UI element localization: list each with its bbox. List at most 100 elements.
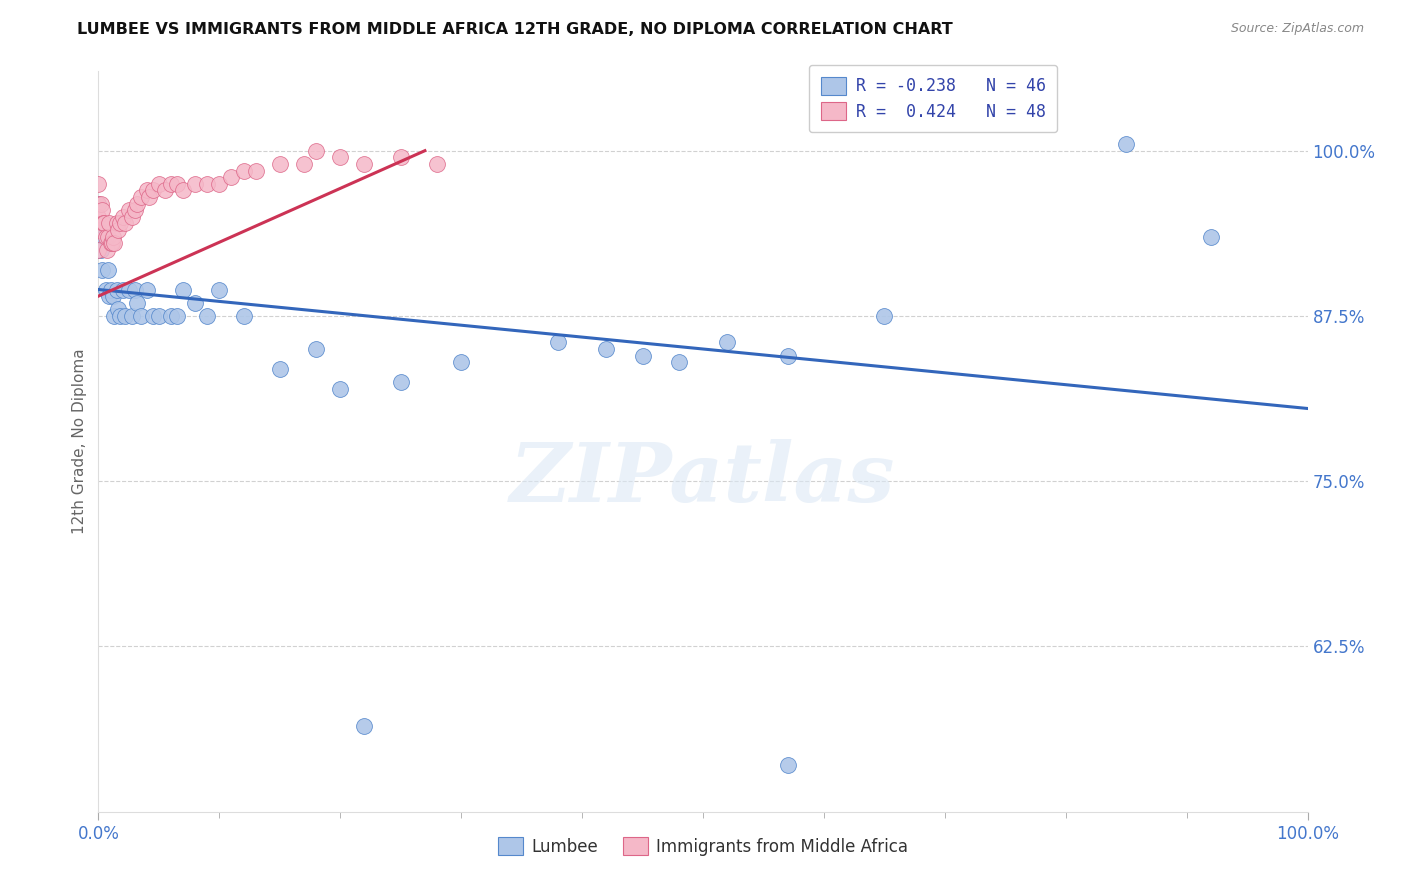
- Point: [631, 349, 654, 363]
- Point: [595, 342, 617, 356]
- Point: [184, 177, 207, 191]
- Point: [129, 309, 152, 323]
- Point: [195, 309, 218, 323]
- Point: [232, 309, 254, 323]
- Point: [221, 170, 243, 185]
- Point: [148, 177, 170, 191]
- Point: [107, 302, 129, 317]
- Point: [716, 335, 738, 350]
- Point: [329, 150, 352, 164]
- Point: [172, 183, 194, 197]
- Point: [135, 183, 157, 197]
- Point: [172, 283, 194, 297]
- Point: [208, 283, 231, 297]
- Point: [547, 335, 569, 350]
- Point: [93, 229, 115, 244]
- Point: [142, 309, 165, 323]
- Point: [1115, 137, 1137, 152]
- Point: [87, 223, 110, 237]
- Point: [353, 157, 375, 171]
- Point: [87, 196, 110, 211]
- Point: [87, 243, 110, 257]
- Point: [124, 203, 146, 218]
- Point: [269, 361, 291, 376]
- Point: [91, 216, 114, 230]
- Point: [87, 223, 110, 237]
- Point: [127, 295, 149, 310]
- Point: [135, 283, 157, 297]
- Point: [138, 190, 160, 204]
- Point: [87, 210, 110, 224]
- Point: [105, 283, 128, 297]
- Point: [389, 375, 412, 389]
- Point: [98, 289, 121, 303]
- Point: [100, 236, 122, 251]
- Point: [776, 349, 799, 363]
- Point: [148, 309, 170, 323]
- Point: [329, 382, 352, 396]
- Point: [776, 758, 799, 772]
- Point: [166, 177, 188, 191]
- Point: [166, 309, 188, 323]
- Point: [269, 157, 291, 171]
- Point: [103, 236, 125, 251]
- Point: [100, 283, 122, 297]
- Point: [124, 283, 146, 297]
- Point: [108, 216, 131, 230]
- Point: [292, 157, 315, 171]
- Point: [94, 283, 117, 297]
- Point: [100, 236, 122, 251]
- Point: [184, 295, 207, 310]
- Point: [353, 719, 375, 733]
- Point: [668, 355, 690, 369]
- Point: [91, 262, 114, 277]
- Point: [111, 283, 134, 297]
- Point: [450, 355, 472, 369]
- Point: [105, 216, 128, 230]
- Point: [94, 229, 117, 244]
- Point: [118, 203, 141, 218]
- Point: [208, 177, 231, 191]
- Point: [98, 216, 121, 230]
- Point: [153, 183, 176, 197]
- Point: [114, 309, 136, 323]
- Point: [108, 309, 131, 323]
- Point: [118, 283, 141, 297]
- Text: Source: ZipAtlas.com: Source: ZipAtlas.com: [1230, 22, 1364, 36]
- Point: [111, 210, 134, 224]
- Point: [87, 177, 110, 191]
- Text: LUMBEE VS IMMIGRANTS FROM MIDDLE AFRICA 12TH GRADE, NO DIPLOMA CORRELATION CHART: LUMBEE VS IMMIGRANTS FROM MIDDLE AFRICA …: [77, 22, 953, 37]
- Point: [160, 309, 183, 323]
- Point: [101, 229, 124, 244]
- Point: [389, 150, 412, 164]
- Point: [305, 342, 328, 356]
- Point: [1199, 229, 1222, 244]
- Point: [101, 289, 124, 303]
- Point: [121, 309, 143, 323]
- Y-axis label: 12th Grade, No Diploma: 12th Grade, No Diploma: [72, 349, 87, 534]
- Point: [121, 210, 143, 224]
- Point: [195, 177, 218, 191]
- Point: [90, 243, 112, 257]
- Point: [232, 163, 254, 178]
- Point: [90, 196, 112, 211]
- Legend: Lumbee, Immigrants from Middle Africa: Lumbee, Immigrants from Middle Africa: [491, 830, 915, 863]
- Point: [245, 163, 267, 178]
- Point: [305, 144, 328, 158]
- Point: [873, 309, 896, 323]
- Point: [91, 203, 114, 218]
- Point: [87, 196, 110, 211]
- Point: [426, 157, 449, 171]
- Point: [142, 183, 165, 197]
- Point: [97, 229, 120, 244]
- Point: [87, 243, 110, 257]
- Point: [103, 309, 125, 323]
- Text: ZIPatlas: ZIPatlas: [510, 439, 896, 518]
- Point: [107, 223, 129, 237]
- Point: [97, 262, 120, 277]
- Point: [160, 177, 183, 191]
- Point: [127, 196, 149, 211]
- Point: [96, 243, 118, 257]
- Point: [114, 216, 136, 230]
- Point: [129, 190, 152, 204]
